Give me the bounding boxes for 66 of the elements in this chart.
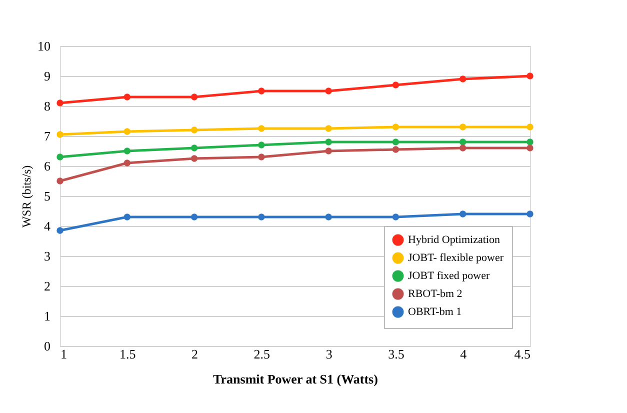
point <box>124 214 130 220</box>
point <box>56 178 64 184</box>
point <box>392 82 400 88</box>
point <box>258 88 265 94</box>
point <box>258 142 265 148</box>
point <box>325 148 332 154</box>
point <box>526 138 534 146</box>
point <box>325 88 332 94</box>
x-tick-label: 2 <box>192 346 198 362</box>
legend-label: Hybrid Optimization <box>408 234 500 246</box>
point <box>124 160 130 166</box>
legend-label: RBOT-bm 2 <box>408 288 462 300</box>
point <box>325 138 332 146</box>
point <box>460 76 466 82</box>
point <box>124 148 130 154</box>
legend-label: OBRT-bm 1 <box>408 306 462 318</box>
point <box>460 138 466 146</box>
point <box>124 94 130 100</box>
point <box>526 210 534 218</box>
x-axis-title: Transmit Power at S1 (Watts) <box>213 372 378 386</box>
y-tick-label: 1 <box>44 308 50 324</box>
y-tick-label: 6 <box>44 158 51 174</box>
point <box>392 138 400 146</box>
point <box>460 124 466 130</box>
point <box>392 124 400 130</box>
y-tick-label: 5 <box>44 188 50 204</box>
x-tick-label: 3 <box>326 346 332 362</box>
point <box>124 128 130 135</box>
y-tick-label: 10 <box>38 38 50 54</box>
y-tick-label: 8 <box>44 98 50 114</box>
point <box>190 214 198 220</box>
point <box>258 154 265 160</box>
point <box>258 125 265 132</box>
x-tick-label: 2.5 <box>254 346 270 362</box>
point <box>56 154 64 160</box>
x-tick-label: 1 <box>60 346 67 362</box>
point <box>526 124 534 130</box>
x-tick-label: 1.5 <box>120 346 136 362</box>
legend-label: JOBT fixed power <box>408 270 490 282</box>
point <box>190 144 198 152</box>
point <box>190 126 198 134</box>
point <box>190 94 198 100</box>
y-tick-label: 0 <box>44 338 50 354</box>
legend-label: JOBT- flexible power <box>408 252 504 264</box>
point <box>392 146 400 153</box>
point <box>392 214 400 220</box>
x-tick-label: 4.5 <box>514 346 530 362</box>
y-tick-label: 3 <box>44 248 50 264</box>
y-tick-label: 7 <box>44 128 51 144</box>
point <box>56 227 64 234</box>
point <box>56 100 64 106</box>
point <box>526 144 534 152</box>
point <box>460 210 466 218</box>
point <box>460 144 466 152</box>
y-tick-label: 2 <box>44 278 50 294</box>
point <box>56 131 64 138</box>
point <box>325 125 332 132</box>
y-tick-label: 4 <box>44 218 51 234</box>
y-tick-label: 9 <box>44 68 50 84</box>
point <box>190 155 198 162</box>
point <box>325 214 332 220</box>
point <box>258 214 265 220</box>
point <box>526 72 534 80</box>
x-tick-label: 3.5 <box>388 346 404 362</box>
x-tick-label: 4 <box>460 346 468 362</box>
y-axis-title: WSR (bits/s) <box>20 165 34 228</box>
